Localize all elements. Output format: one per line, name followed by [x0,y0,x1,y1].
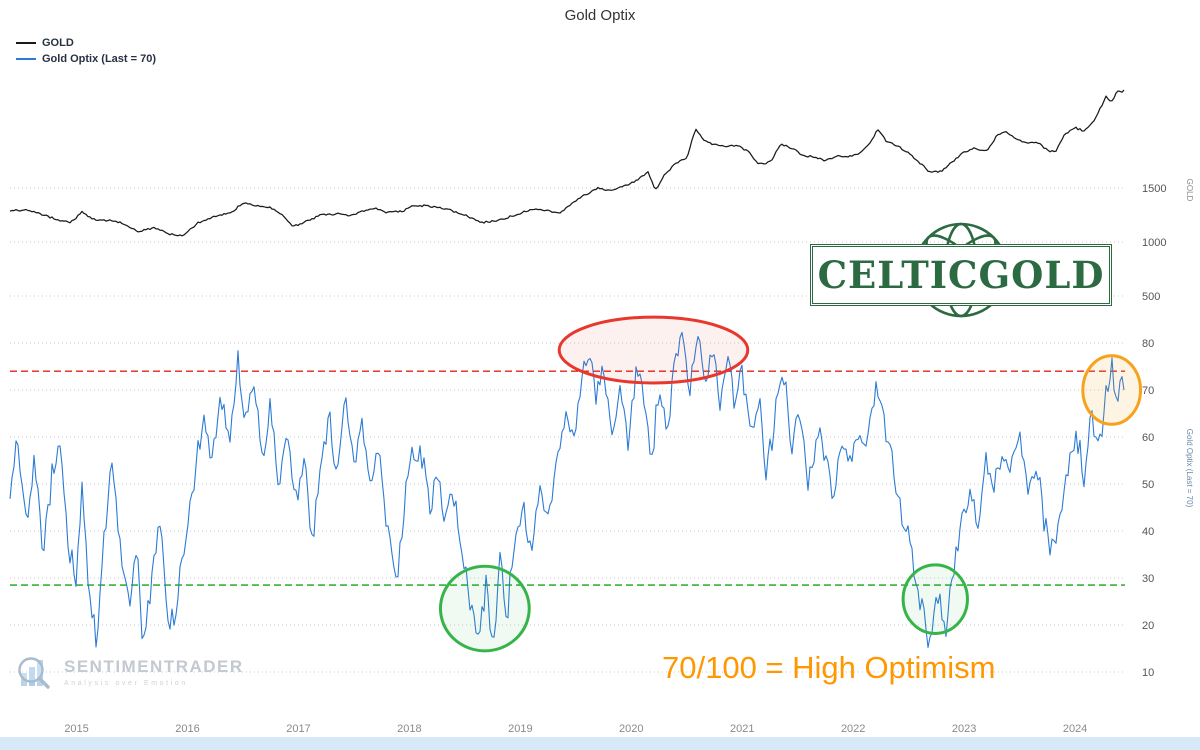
sentimentrader-tagline: Analysis over Emotion [64,680,188,687]
svg-text:2017: 2017 [286,723,310,735]
svg-text:2016: 2016 [175,723,199,735]
svg-text:40: 40 [1142,526,1154,538]
svg-text:2023: 2023 [952,723,976,735]
svg-text:2021: 2021 [730,723,754,735]
svg-text:2015: 2015 [64,723,88,735]
svg-text:1000: 1000 [1142,237,1166,249]
legend-item-gold: GOLD [16,37,156,49]
svg-text:500: 500 [1142,291,1160,303]
low-optimism-2018-circle [438,564,531,653]
sentimentrader-text-block: SENTIMENTRADER Analysis over Emotion [64,657,244,687]
celticgold-frame: CELTICGOLD [810,244,1112,306]
svg-text:60: 60 [1142,432,1154,444]
chart-legend: GOLD Gold Optix (Last = 70) [16,37,156,69]
svg-text:10: 10 [1142,667,1154,679]
legend-label-optix: Gold Optix (Last = 70) [42,53,156,65]
celticgold-wordmark: CELTICGOLD [817,252,1105,297]
svg-text:2020: 2020 [619,723,643,735]
optix-line-swatch [16,58,36,60]
svg-text:20: 20 [1142,620,1154,632]
svg-text:Gold Optix (Last = 70): Gold Optix (Last = 70) [1185,429,1194,508]
svg-text:2019: 2019 [508,723,532,735]
chart-title: Gold Optix [564,7,636,24]
celticgold-watermark: CELTICGOLD [810,204,1112,336]
legend-item-optix: Gold Optix (Last = 70) [16,53,156,65]
optimism-annotation-text: 70/100 = High Optimism [662,650,996,685]
svg-text:1500: 1500 [1142,183,1166,195]
sentimentrader-wordmark: SENTIMENTRADER [64,657,244,676]
current-level-circle [1081,354,1143,426]
svg-text:2022: 2022 [841,723,865,735]
gold-line-swatch [16,42,36,44]
svg-text:50: 50 [1142,479,1154,491]
svg-text:30: 30 [1142,573,1154,585]
low-optimism-2022-circle [901,563,969,635]
svg-text:70: 70 [1142,385,1154,397]
sentimentrader-logo: SENTIMENTRADER Analysis over Emotion [16,653,244,691]
high-optimism-ellipse [557,315,750,385]
svg-text:80: 80 [1142,338,1154,350]
svg-text:GOLD: GOLD [1185,179,1194,202]
svg-text:2018: 2018 [397,723,421,735]
magnifier-chart-icon [18,657,50,689]
svg-text:2024: 2024 [1063,723,1087,735]
bottom-scrollbar[interactable] [0,737,1200,750]
legend-label-gold: GOLD [42,37,74,49]
